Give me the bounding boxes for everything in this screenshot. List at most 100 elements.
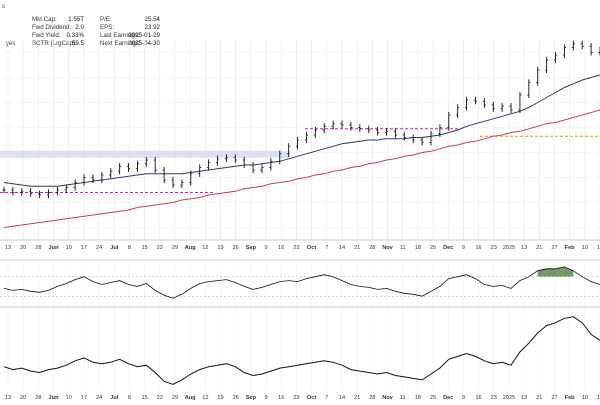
x-tick-label: Dec <box>443 245 453 251</box>
x-tick-label: 9 <box>462 395 465 400</box>
x-tick-label: 21 <box>354 395 360 400</box>
oscillator-line <box>3 266 600 299</box>
stat-label: Fwd Yield: <box>32 32 61 39</box>
x-tick-label: 11 <box>400 395 406 400</box>
x-tick-label: 24 <box>96 245 102 251</box>
stat-label: Fwd Dividend: <box>32 24 71 31</box>
x-tick-label: 23 <box>293 245 299 251</box>
stat-value: 0.33% <box>66 32 84 39</box>
header-stats-right: P/E: 25.54 EPS: 23.92 Last Earnings:2025-01-… <box>100 16 161 47</box>
x-tick-label: Feb <box>565 395 576 400</box>
stat-label: P/E: <box>100 16 112 23</box>
x-tick-label: 10 <box>582 395 588 400</box>
stat-label: Last Earnings: <box>100 32 140 39</box>
x-tick-label: 27 <box>551 395 557 400</box>
stat-value: 2.0 <box>75 24 84 31</box>
x-tick-label: 2025 <box>503 245 515 251</box>
x-tick-label: 19 <box>217 245 223 251</box>
x-tick-label: 23 <box>491 395 497 400</box>
x-tick-label: 13 <box>521 245 527 251</box>
x-tick-label: 9 <box>264 395 267 400</box>
x-tick-label: 23 <box>293 395 299 400</box>
x-tick-label: Jul <box>110 395 119 400</box>
x-tick-label: 18 <box>597 395 600 400</box>
x-tick-label: 28 <box>35 245 41 251</box>
x-tick-label: 11 <box>400 245 406 251</box>
stat-value: 25.54 <box>145 16 161 23</box>
ma-long-line <box>3 109 600 228</box>
x-tick-label: 12 <box>202 395 208 400</box>
resistance-band <box>0 150 290 158</box>
x-tick-label: 20 <box>20 395 26 400</box>
x-tick-label: Jun <box>49 245 60 251</box>
x-tick-label: Jul <box>110 245 119 251</box>
x-tick-label: Dec <box>443 395 453 400</box>
x-tick-label: Nov <box>382 395 393 400</box>
x-tick-label: 22 <box>157 395 163 400</box>
x-tick-label: Nov <box>382 245 393 251</box>
x-tick-label: 14 <box>339 245 345 251</box>
stat-label: Next Earnings: <box>100 40 141 47</box>
overbought-fill <box>537 266 574 277</box>
x-tick-label: 18 <box>415 245 421 251</box>
x-tick-label: 29 <box>172 245 178 251</box>
x-tick-label: 8 <box>128 395 131 400</box>
x-tick-label: Sep <box>246 245 257 251</box>
x-tick-label: 18 <box>597 245 600 251</box>
ma-short-line <box>3 74 600 187</box>
x-tick-label: 10 <box>582 245 588 251</box>
stat-label: SCTR (LrgCap): <box>32 40 77 47</box>
stat-label: EPS: <box>100 24 114 31</box>
x-tick-label: 17 <box>81 395 87 400</box>
x-tick-label: 8 <box>128 245 131 251</box>
x-tick-label: 29 <box>172 395 178 400</box>
x-tick-label: 16 <box>278 395 284 400</box>
x-tick-label: Jun <box>49 395 60 400</box>
x-tick-label: Aug <box>185 245 196 251</box>
stat-value: 1.55T <box>68 16 84 23</box>
x-tick-label: 14 <box>339 395 345 400</box>
x-tick-label: 7 <box>325 245 328 251</box>
x-tick-label: 16 <box>475 245 481 251</box>
x-tick-label: 25 <box>430 245 436 251</box>
x-tick-label: Sep <box>246 395 257 400</box>
x-tick-label: 9 <box>264 245 267 251</box>
x-tick-label: 27 <box>551 245 557 251</box>
relative-strength-line <box>3 316 600 385</box>
x-tick-label: 28 <box>35 395 41 400</box>
stat-value: 23.92 <box>145 24 161 31</box>
x-tick-label: 25 <box>430 395 436 400</box>
x-tick-label: Oct <box>307 395 316 400</box>
x-tick-label: 10 <box>66 395 72 400</box>
x-tick-label: 15 <box>141 395 147 400</box>
x-tick-label: 26 <box>233 395 239 400</box>
x-tick-label: 22 <box>157 245 163 251</box>
x-tick-label: 2025 <box>503 395 515 400</box>
ticker-stub: s <box>2 4 5 10</box>
stat-value: 59.5 <box>72 40 85 47</box>
stat-label: Mkt Cap: <box>32 16 57 23</box>
x-tick-label: 10 <box>66 245 72 251</box>
x-tick-label: 21 <box>536 245 542 251</box>
x-tick-label: Feb <box>565 245 576 251</box>
x-tick-label: 21 <box>354 245 360 251</box>
flag-label: yes <box>6 41 15 47</box>
x-tick-label: 28 <box>369 245 375 251</box>
x-tick-label: 21 <box>536 395 542 400</box>
x-tick-label: 15 <box>141 245 147 251</box>
oscillator-panel <box>0 259 600 308</box>
x-tick-label: 16 <box>278 245 284 251</box>
x-tick-label: 7 <box>325 395 328 400</box>
price-panel <box>0 40 600 241</box>
x-tick-label: 19 <box>217 395 223 400</box>
x-tick-label: 13 <box>5 245 11 251</box>
x-tick-label: 26 <box>233 245 239 251</box>
x-tick-label: Aug <box>185 395 196 400</box>
bottom-x-axis: 13 20 28 Jun 10 17 24 Jul 8 15 22 29 Aug 12 19 26 Sep 9 16… <box>5 395 600 401</box>
x-tick-label: 23 <box>491 245 497 251</box>
x-tick-label: 9 <box>462 245 465 251</box>
x-tick-label: Oct <box>307 245 316 251</box>
